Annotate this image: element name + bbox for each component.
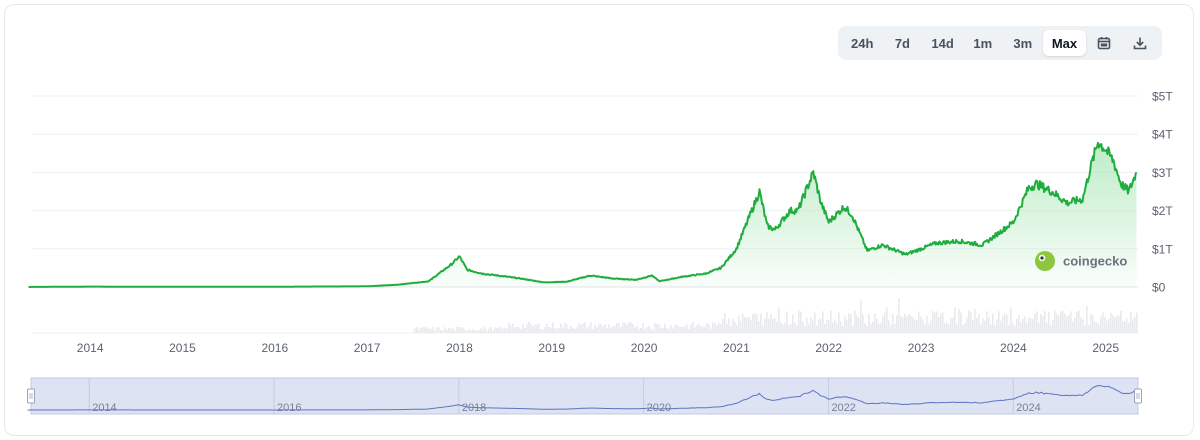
range-3m-button[interactable]: 3m <box>1013 35 1033 51</box>
range-7d-button[interactable]: 7d <box>894 35 910 51</box>
range-14d-button[interactable]: 14d <box>931 35 954 51</box>
range-1m-button[interactable]: 1m <box>973 35 993 51</box>
range-toolbar: 24h 7d 14d 1m 3m Max <box>838 26 1163 60</box>
range-max-button[interactable]: Max <box>1042 30 1087 56</box>
range-24h-button[interactable]: 24h <box>851 35 874 51</box>
chart-card: 24h 7d 14d 1m 3m Max <box>4 4 1194 436</box>
download-icon[interactable] <box>1122 30 1158 56</box>
calendar-icon[interactable] <box>1086 30 1122 56</box>
